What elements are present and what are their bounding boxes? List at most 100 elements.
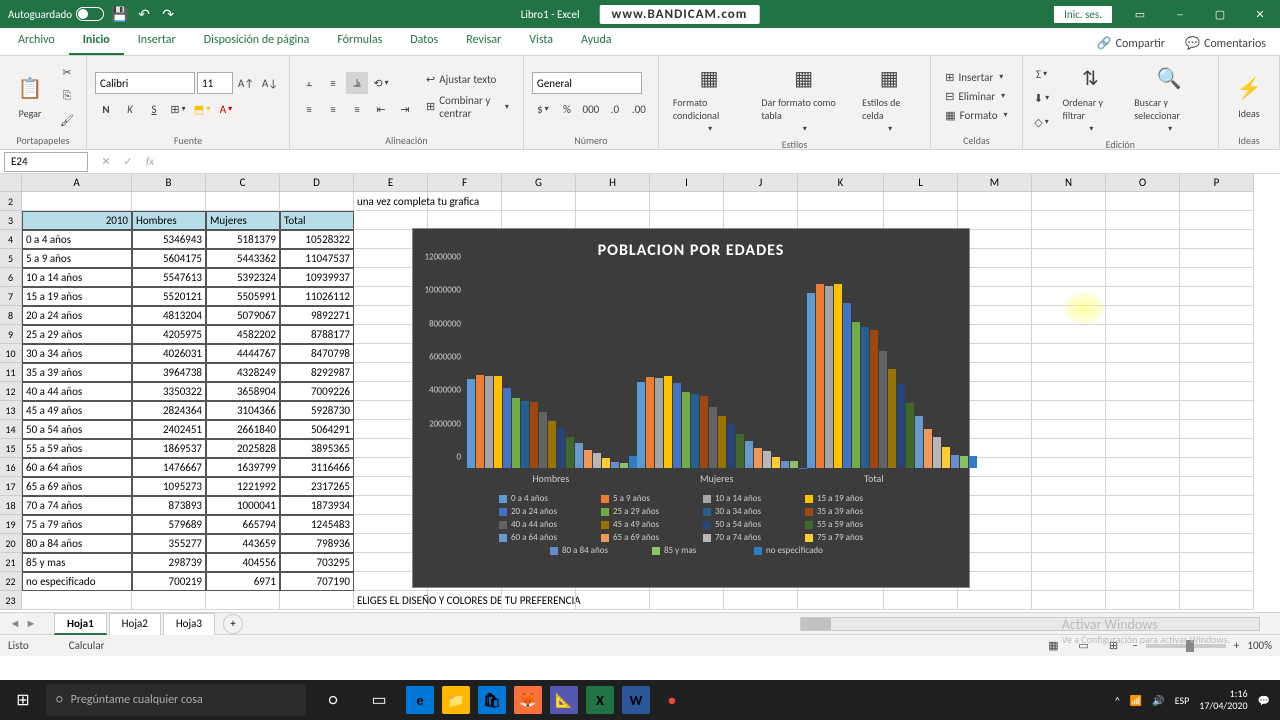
find-select-button[interactable]: 🔍Buscar y seleccionar — [1128, 60, 1210, 136]
row-header[interactable]: 10 — [0, 344, 22, 363]
ribbon-mode-icon[interactable]: ▭ — [1120, 0, 1160, 28]
cell[interactable] — [1180, 325, 1254, 344]
col-header[interactable]: J — [724, 174, 798, 192]
excel-icon[interactable]: X — [586, 686, 614, 714]
cell[interactable]: 1095273 — [132, 477, 206, 496]
formula-input[interactable] — [164, 152, 1280, 172]
app-icon[interactable]: 📐 — [550, 686, 578, 714]
cell[interactable] — [22, 192, 132, 211]
ideas-button[interactable]: ⚡Ideas — [1227, 71, 1271, 122]
decrease-decimal-icon[interactable]: .00 — [628, 98, 650, 120]
cell[interactable] — [1106, 496, 1180, 515]
cell[interactable] — [650, 192, 724, 211]
cell[interactable] — [1106, 363, 1180, 382]
cell[interactable]: 665794 — [206, 515, 280, 534]
cell[interactable]: 3104366 — [206, 401, 280, 420]
format-painter-icon[interactable]: 🖌 — [56, 109, 78, 131]
cell[interactable]: 8788177 — [280, 325, 354, 344]
ribbon-tab-datos[interactable]: Datos — [396, 27, 452, 55]
cell[interactable]: 7009226 — [280, 382, 354, 401]
font-size-select[interactable] — [197, 72, 233, 94]
cell[interactable] — [650, 591, 724, 610]
cell[interactable]: 443659 — [206, 534, 280, 553]
cut-icon[interactable]: ✂ — [56, 61, 78, 83]
cell[interactable]: 11047537 — [280, 249, 354, 268]
cell[interactable] — [1106, 344, 1180, 363]
tray-up-icon[interactable]: ^ — [1115, 694, 1120, 707]
cell[interactable] — [1180, 553, 1254, 572]
cell[interactable]: 5547613 — [132, 268, 206, 287]
cell[interactable]: 5392324 — [206, 268, 280, 287]
font-color-button[interactable]: A — [215, 98, 237, 120]
cell[interactable]: 298739 — [132, 553, 206, 572]
cell[interactable] — [724, 192, 798, 211]
copy-icon[interactable]: ⎘ — [56, 85, 78, 107]
sheet-tab[interactable]: Hoja2 — [109, 613, 161, 635]
cell[interactable] — [1106, 439, 1180, 458]
word-icon[interactable]: W — [622, 686, 650, 714]
cell[interactable]: 10 a 14 años — [22, 268, 132, 287]
underline-button[interactable]: S — [143, 98, 165, 120]
row-header[interactable]: 21 — [0, 553, 22, 572]
volume-icon[interactable]: 🔊 — [1152, 694, 1164, 707]
cell[interactable] — [1180, 515, 1254, 534]
cell[interactable]: 355277 — [132, 534, 206, 553]
cell[interactable]: 2010 — [22, 211, 132, 230]
cell[interactable]: 8292987 — [280, 363, 354, 382]
row-header[interactable]: 19 — [0, 515, 22, 534]
cell[interactable] — [1180, 534, 1254, 553]
cell[interactable] — [1032, 420, 1106, 439]
row-header[interactable]: 6 — [0, 268, 22, 287]
cell[interactable]: 2317265 — [280, 477, 354, 496]
cell[interactable] — [1106, 515, 1180, 534]
cell[interactable] — [798, 591, 884, 610]
align-bottom-icon[interactable]: ⫡ — [346, 72, 368, 94]
cell[interactable]: 45 a 49 años — [22, 401, 132, 420]
row-header[interactable]: 20 — [0, 534, 22, 553]
undo-icon[interactable]: ↶ — [136, 6, 152, 22]
col-header[interactable]: C — [206, 174, 280, 192]
row-header[interactable]: 9 — [0, 325, 22, 344]
save-icon[interactable]: 💾 — [112, 6, 128, 22]
cell[interactable]: 15 a 19 años — [22, 287, 132, 306]
edge-icon[interactable]: e — [406, 686, 434, 714]
cell[interactable] — [1180, 458, 1254, 477]
cell[interactable] — [1180, 420, 1254, 439]
clear-icon[interactable]: ◇ — [1031, 111, 1053, 133]
cell[interactable]: 703295 — [280, 553, 354, 572]
cell[interactable]: 9892271 — [280, 306, 354, 325]
cell[interactable]: 798936 — [280, 534, 354, 553]
percent-icon[interactable]: % — [556, 98, 578, 120]
cell[interactable]: no especificado — [22, 572, 132, 591]
cell[interactable]: 3350322 — [132, 382, 206, 401]
cell[interactable] — [1032, 230, 1106, 249]
col-header[interactable]: O — [1106, 174, 1180, 192]
cell[interactable] — [1180, 211, 1254, 230]
cell[interactable] — [1032, 553, 1106, 572]
fill-color-button[interactable]: ⬒ — [191, 98, 213, 120]
cell[interactable]: 75 a 79 años — [22, 515, 132, 534]
comments-button[interactable]: 💬 Comentarios — [1177, 32, 1274, 55]
cell[interactable] — [1106, 325, 1180, 344]
row-header[interactable]: 3 — [0, 211, 22, 230]
cell[interactable] — [502, 591, 576, 610]
cell[interactable] — [1180, 477, 1254, 496]
row-header[interactable]: 11 — [0, 363, 22, 382]
cell[interactable] — [1180, 230, 1254, 249]
fx-icon[interactable]: fx — [140, 152, 160, 172]
cell[interactable]: 25 a 29 años — [22, 325, 132, 344]
cell[interactable]: 30 a 34 años — [22, 344, 132, 363]
currency-icon[interactable]: $ — [532, 98, 554, 120]
cell[interactable] — [1180, 249, 1254, 268]
cell[interactable] — [1180, 572, 1254, 591]
col-header[interactable]: B — [132, 174, 206, 192]
cell[interactable] — [132, 192, 206, 211]
increase-decimal-icon[interactable]: .0 — [604, 98, 626, 120]
cell-styles-button[interactable]: ▦Estilos de celda — [856, 60, 922, 136]
cell[interactable] — [206, 591, 280, 610]
cell[interactable]: 60 a 64 años — [22, 458, 132, 477]
cell[interactable]: 5443362 — [206, 249, 280, 268]
record-icon[interactable]: ● — [658, 686, 686, 714]
cell[interactable]: 2661840 — [206, 420, 280, 439]
add-sheet-button[interactable]: + — [223, 614, 243, 634]
